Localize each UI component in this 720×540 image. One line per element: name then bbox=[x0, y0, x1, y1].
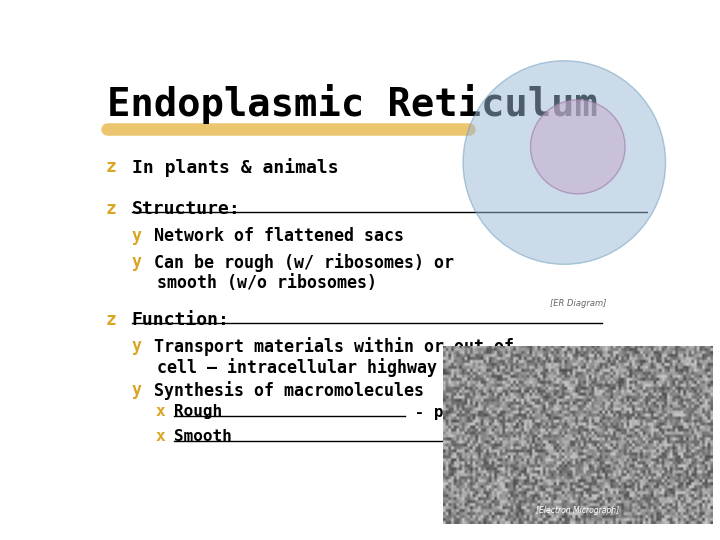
Text: Smooth: Smooth bbox=[174, 429, 231, 444]
Text: Transport materials within or out of: Transport materials within or out of bbox=[154, 337, 514, 356]
Text: Function:: Function: bbox=[132, 311, 230, 329]
Text: Endoplasmic Reticulum: Endoplasmic Reticulum bbox=[107, 84, 598, 124]
Text: [ER Diagram]: [ER Diagram] bbox=[549, 299, 606, 308]
Text: Network of flattened sacs: Network of flattened sacs bbox=[154, 227, 404, 245]
Text: In plants & animals: In plants & animals bbox=[132, 158, 338, 177]
Text: [Electron Micrograph]: [Electron Micrograph] bbox=[536, 506, 619, 515]
Text: y: y bbox=[132, 253, 142, 271]
Text: z: z bbox=[106, 158, 117, 177]
Text: cell – intracellular highway: cell – intracellular highway bbox=[157, 358, 437, 377]
Text: y: y bbox=[132, 381, 142, 399]
Text: smooth (w/o ribosomes): smooth (w/o ribosomes) bbox=[157, 274, 377, 292]
Ellipse shape bbox=[531, 100, 625, 194]
Text: x: x bbox=[156, 429, 166, 444]
Text: Structure:: Structure: bbox=[132, 200, 240, 218]
Text: - proteins, lipids, carbs: - proteins, lipids, carbs bbox=[405, 404, 655, 420]
Text: Synthesis of macromolecules: Synthesis of macromolecules bbox=[154, 381, 424, 400]
Text: Can be rough (w/ ribosomes) or: Can be rough (w/ ribosomes) or bbox=[154, 253, 454, 272]
Text: y: y bbox=[132, 337, 142, 355]
Text: - lipids: - lipids bbox=[451, 429, 538, 444]
Ellipse shape bbox=[463, 60, 665, 264]
Text: Rough: Rough bbox=[174, 404, 222, 418]
Text: x: x bbox=[156, 404, 166, 418]
Text: z: z bbox=[106, 311, 117, 329]
Text: y: y bbox=[132, 227, 142, 245]
Text: z: z bbox=[106, 200, 117, 218]
